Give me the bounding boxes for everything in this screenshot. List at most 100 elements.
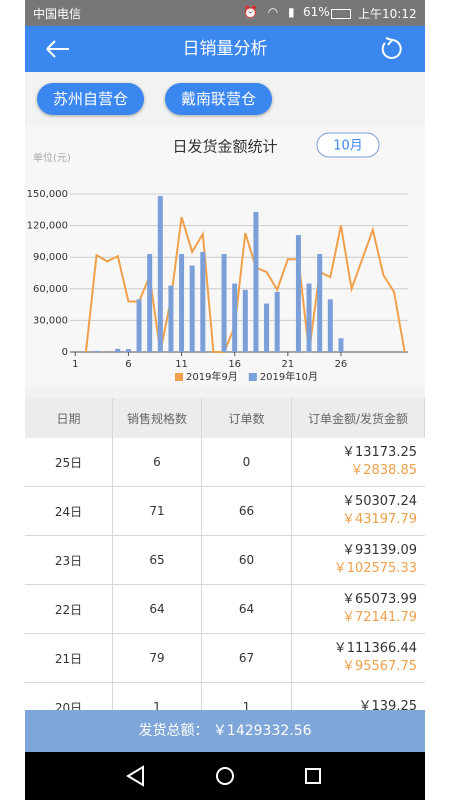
cell: 60 [202,536,292,584]
y-tick-label: 0 [62,347,68,358]
bar [168,285,174,352]
header-cell: 销售规格数 [113,398,202,438]
bar [242,289,248,352]
status-icons: ⏰ ◠ ▮ [243,5,298,19]
month-label: 10月 [333,139,363,154]
legend-swatch [248,373,257,381]
refresh-button[interactable] [377,26,407,72]
y-unit: 单位(元) [33,151,71,164]
legend-label: 2019年9月 [186,370,238,383]
battery-icon [331,9,351,19]
back-button[interactable] [43,26,73,72]
cell: 6 [113,438,202,486]
footer: 发货总额： ￥1429332.56 [25,710,425,752]
cell: 67 [202,634,292,682]
cell: 24日 [25,487,113,535]
table-row: 20日 1 1 ￥139.25 [25,683,425,710]
cell: 23日 [25,536,113,584]
x-tick-label: 11 [175,359,188,370]
bar [264,303,270,352]
header-cell: 订单数 [202,398,292,438]
cell: 66 [202,487,292,535]
nav-icons [126,765,321,787]
y-tick-label: 90,000 [33,252,68,263]
cell: 22日 [25,585,113,633]
battery: 61% [303,5,330,19]
cell: 1 [113,683,202,710]
y-tick-label: 150,000 [27,189,68,200]
cell: 1 [202,683,292,710]
bar [147,254,153,352]
order-amount: ￥93139.09 [341,543,417,558]
cell: 20日 [25,683,113,710]
y-tick-label: 30,000 [33,315,68,326]
amount-cell: ￥50307.24 ￥43197.79 [292,487,425,535]
ship-amount: ￥43197.79 [341,512,417,527]
amount-cell: ￥65073.99 ￥72141.79 [292,585,425,633]
ship-amount: ￥2838.85 [350,463,417,478]
bar [327,299,333,352]
chart-title: 日发货金额统计 [172,138,277,156]
status-bar: 中国电信 ⏰ ◠ ▮ 61% 上午10:12 [25,0,425,26]
bar [157,196,163,352]
total-value: ￥1429332.56 [212,723,312,739]
bar [189,265,195,352]
bar [179,254,185,352]
table-header: 日期 销售规格数 订单数 订单金额/发货金额 [25,398,425,439]
header-cell: 订单金额/发货金额 [292,398,425,438]
title: 日销量分析 [182,39,268,59]
table-row: 23日 65 60 ￥93139.09 ￥102575.33 [25,536,425,585]
chart: 日发货金额统计 10月 单位(元) 030,00060,00090,000120… [25,127,425,387]
app: 中国电信 ⏰ ◠ ▮ 61% 上午10:12 日销量分析 苏州自营仓 戴南联营仓… [25,0,425,800]
legend-label: 2019年10月 [260,370,318,383]
amount-cell: ￥111366.44 ￥95567.75 [292,634,425,682]
time: 上午10:12 [358,7,417,21]
cell: 64 [202,585,292,633]
total-label: 发货总额： [138,723,209,739]
warehouse-button[interactable]: 苏州自营仓 [37,83,145,115]
x-tick-label: 1 [72,359,78,370]
month-button[interactable] [316,132,380,158]
x-tick-label: 16 [228,359,241,370]
y-tick-label: 60,000 [33,284,68,295]
cell: 21日 [25,634,113,682]
cell: 71 [113,487,202,535]
table-row: 22日 64 64 ￥65073.99 ￥72141.79 [25,585,425,634]
amount-cell: ￥13173.25 ￥2838.85 [292,438,425,486]
bar [125,349,131,352]
amount-cell: ￥139.25 [292,683,425,710]
bar [274,291,280,352]
order-amount: ￥65073.99 [341,592,417,607]
bar [306,283,312,352]
ship-amount: ￥72141.79 [341,610,417,625]
amount-cell: ￥93139.09 ￥102575.33 [292,536,425,584]
table-row: 25日 6 0 ￥13173.25 ￥2838.85 [25,438,425,487]
header-cell: 日期 [25,398,113,438]
nav-bar [25,752,425,800]
bar [115,348,121,352]
bar [338,338,344,352]
x-tick-label: 6 [125,359,131,370]
bar [317,254,323,352]
y-tick-label: 120,000 [27,221,68,232]
warehouse-button[interactable]: 戴南联营仓 [165,83,273,115]
bar [253,211,259,352]
bar [232,283,238,352]
table: 日期 销售规格数 订单数 订单金额/发货金额 25日 6 0 ￥13173.25 ￥2838.8… [25,398,425,710]
cell: 79 [113,634,202,682]
order-amount: ￥50307.24 [341,494,417,509]
order-amount: ￥111366.44 [333,641,417,656]
cell: 0 [202,438,292,486]
order-amount: ￥139.25 [358,699,418,710]
bar [94,350,100,352]
carrier: 中国电信 [33,7,82,21]
cell: 64 [113,585,202,633]
table-row: 24日 71 66 ￥50307.24 ￥43197.79 [25,487,425,536]
cell: 65 [113,536,202,584]
bar [295,235,301,352]
ship-amount: ￥102575.33 [333,561,417,576]
x-tick-label: 21 [281,359,294,370]
legend-swatch [175,373,183,381]
bar [200,251,206,352]
